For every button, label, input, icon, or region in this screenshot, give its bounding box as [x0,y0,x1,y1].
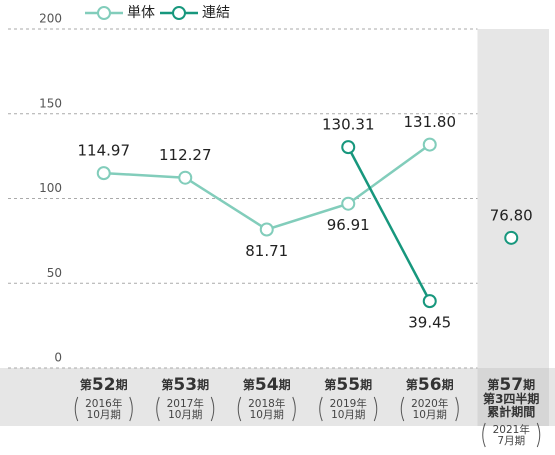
y-tick-label: 50 [47,266,62,280]
legend-marker [97,6,111,20]
legend-label: 連結 [202,5,230,21]
x-tick-sublabel: 2020年 [411,397,448,410]
x-tick-sublabel: 2016年 [85,397,122,410]
x-tick-sublabel: 2019年 [330,397,367,410]
point [504,230,519,245]
x-tick-label: 第55期 [324,375,372,395]
x-tick-sublabel: 10月期 [168,409,202,421]
y-tick-label: 150 [39,96,62,110]
series-line [103,143,431,231]
bracket [400,396,405,422]
shaded-column-label [477,368,549,426]
bracket [536,422,541,448]
value-label: 131.80 [404,113,457,131]
bracket [129,396,133,422]
value-label: 114.97 [78,142,131,160]
y-tick-label: 100 [39,181,62,195]
x-tick-label: 第53期 [161,375,209,395]
value-label: 81.71 [245,242,288,260]
value-label: 96.91 [327,216,370,234]
x-tick-sublabel: 10月期 [413,409,447,421]
bracket [74,396,79,422]
x-tick-label: 第56期 [406,375,454,395]
point [422,294,437,309]
bracket [319,396,323,422]
category-band [0,368,555,426]
x-tick-sublabel: 10月期 [87,409,121,421]
value-label: 39.45 [408,314,451,332]
bracket [373,396,378,422]
x-tick-sublabel: 7月期 [497,435,525,447]
legend-marker [172,6,186,20]
bracket [156,396,160,422]
value-label: 76.80 [490,206,533,224]
bracket [292,396,296,422]
bracket [482,422,486,448]
point [96,166,111,181]
x-tick-label: 第54期 [243,375,291,395]
point [341,196,356,211]
x-tick-label: 第52期 [80,375,128,395]
x-tick-sublabel: 2018年 [248,397,285,410]
y-tick-label: 200 [39,12,62,26]
value-label: 112.27 [159,146,212,164]
shaded-column [477,29,549,368]
y-tick-label: 0 [54,351,62,365]
point [341,140,356,155]
x-tick-label: 累計期間 [487,404,535,419]
x-tick-label: 第3四半期 [483,391,539,406]
point [422,137,437,152]
bracket [237,396,242,422]
series-line [347,146,431,302]
bracket [210,396,215,422]
point [178,170,193,185]
value-label: 130.31 [322,116,375,134]
x-tick-sublabel: 10月期 [331,409,365,421]
x-tick-sublabel: 2021年 [493,423,530,436]
x-tick-sublabel: 2017年 [167,397,204,410]
x-tick-label: 第57期 [487,375,535,395]
bracket [455,396,459,422]
x-tick-sublabel: 10月期 [250,409,284,421]
legend-label: 単体 [127,5,155,21]
point [259,222,274,237]
